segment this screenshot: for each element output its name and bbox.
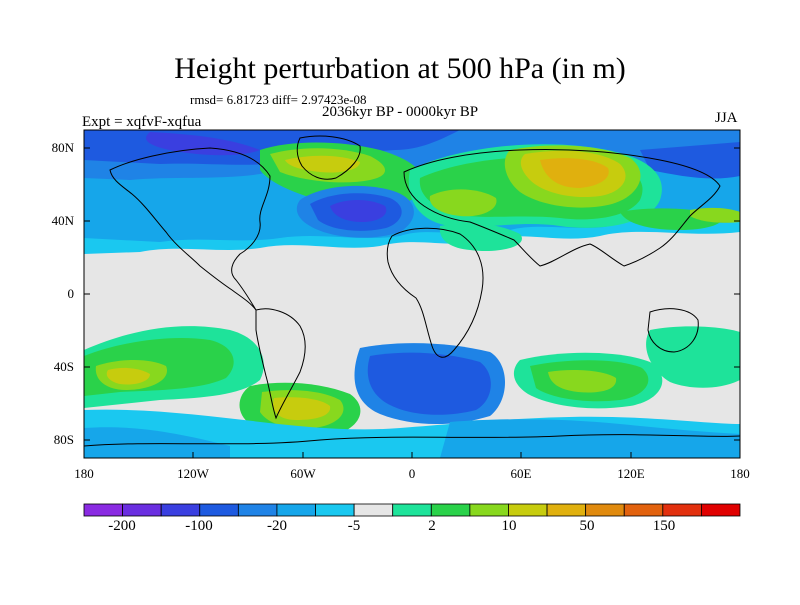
lon-tick-label: 180 <box>730 466 750 481</box>
axis-tick-marks <box>83 147 741 458</box>
lat-tick-label: 40S <box>53 359 74 374</box>
colorbar-label: -200 <box>108 518 136 534</box>
experiment-label: Expt = xqfvF-xqfua <box>82 114 202 130</box>
lon-tick-label: 60E <box>510 466 532 481</box>
colorbar-label: 2 <box>428 518 436 534</box>
colorbar-label: 10 <box>501 518 517 534</box>
lat-tick-label: 80N <box>51 140 74 155</box>
north-atlantic-pattern <box>260 142 424 238</box>
rmsd-stats: rmsd= 6.81723 diff= 2.97423e-08 <box>190 92 367 107</box>
season-label: JJA <box>715 110 738 126</box>
lat-tick-label: 0 <box>67 286 75 301</box>
lat-tick-label: 40N <box>51 213 74 228</box>
eurasia-pattern <box>408 144 740 252</box>
colorbar-label: -100 <box>185 518 213 534</box>
time-period: 2036kyr BP - 0000kyr BP <box>322 104 479 120</box>
southern-anomaly-field <box>84 326 740 458</box>
lon-tick-label: 0 <box>408 466 416 481</box>
colorbar-label: -20 <box>267 518 287 534</box>
lon-tick-label: 180 <box>74 466 94 481</box>
map-title: Height perturbation at 500 hPa (in m) <box>174 52 626 85</box>
colorbar-label: 150 <box>652 518 676 534</box>
colorbar-label: -5 <box>347 518 361 534</box>
lon-tick-label: 60W <box>290 466 316 481</box>
lon-tick-label: 120E <box>617 466 645 481</box>
coastlines <box>84 135 740 447</box>
lat-tick-label: 80S <box>53 432 74 447</box>
colorbar-label: 50 <box>579 518 595 534</box>
lon-tick-label: 120W <box>177 466 209 481</box>
